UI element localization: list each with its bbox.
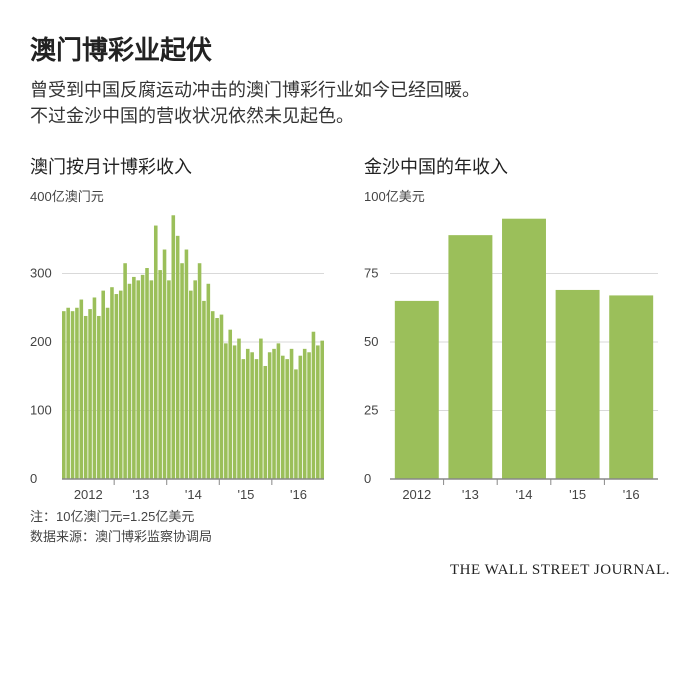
svg-text:'16: '16 bbox=[623, 487, 640, 502]
svg-text:'13: '13 bbox=[462, 487, 479, 502]
svg-text:'14: '14 bbox=[516, 487, 533, 502]
svg-text:2012: 2012 bbox=[74, 487, 103, 502]
page-title: 澳门博彩业起伏 bbox=[30, 30, 670, 67]
charts-row: 澳门按月计博彩收入 400亿澳门元01002003002012'13'14'15… bbox=[30, 153, 670, 487]
svg-text:100亿美元: 100亿美元 bbox=[364, 189, 425, 204]
chart-right-col: 金沙中国的年收入 100亿美元02550752012'13'14'15'16 bbox=[364, 153, 670, 487]
branding-row: THE WALL STREET JOURNAL. bbox=[30, 562, 670, 579]
svg-text:200: 200 bbox=[30, 334, 52, 349]
wsj-logo-text: THE WALL STREET JOURNAL. bbox=[450, 562, 670, 579]
footnote-line-2: 数据来源：澳门博彩监察协调局 bbox=[30, 527, 670, 547]
svg-text:'14: '14 bbox=[185, 487, 202, 502]
chart-right-title: 金沙中国的年收入 bbox=[364, 153, 670, 179]
subtitle-line-1: 曾受到中国反腐运动冲击的澳门博彩行业如今已经回暖。 bbox=[30, 80, 480, 100]
svg-text:'15: '15 bbox=[569, 487, 586, 502]
subtitle-line-2: 不过金沙中国的营收状况依然未见起色。 bbox=[30, 106, 354, 126]
chart-left-area: 400亿澳门元01002003002012'13'14'15'16 bbox=[30, 187, 336, 487]
svg-text:'16: '16 bbox=[290, 487, 307, 502]
chart-left-title: 澳门按月计博彩收入 bbox=[30, 153, 336, 179]
svg-text:'13: '13 bbox=[132, 487, 149, 502]
page-subtitle: 曾受到中国反腐运动冲击的澳门博彩行业如今已经回暖。 不过金沙中国的营收状况依然未… bbox=[30, 77, 670, 129]
svg-text:0: 0 bbox=[30, 471, 37, 486]
chart-right-svg: 100亿美元 0 25 50 75 2012 '13 '14 '15 '16 bbox=[364, 187, 664, 507]
chart-left-svg: 400亿澳门元 0 100 200 300 2012 '13 '14 '15 '16 bbox=[30, 187, 330, 507]
svg-text:300: 300 bbox=[30, 266, 52, 281]
chart-right-area: 100亿美元02550752012'13'14'15'16 bbox=[364, 187, 670, 487]
footnote-line-1: 注：10亿澳门元=1.25亿美元 bbox=[30, 507, 670, 527]
svg-text:400亿澳门元: 400亿澳门元 bbox=[30, 189, 104, 204]
svg-text:0: 0 bbox=[364, 471, 371, 486]
svg-text:75: 75 bbox=[364, 266, 378, 281]
svg-text:2012: 2012 bbox=[402, 487, 431, 502]
chart-left-col: 澳门按月计博彩收入 400亿澳门元01002003002012'13'14'15… bbox=[30, 153, 336, 487]
svg-text:100: 100 bbox=[30, 403, 52, 418]
svg-text:25: 25 bbox=[364, 403, 378, 418]
svg-text:'15: '15 bbox=[237, 487, 254, 502]
svg-text:50: 50 bbox=[364, 334, 378, 349]
footnote: 注：10亿澳门元=1.25亿美元 数据来源：澳门博彩监察协调局 bbox=[30, 507, 670, 546]
